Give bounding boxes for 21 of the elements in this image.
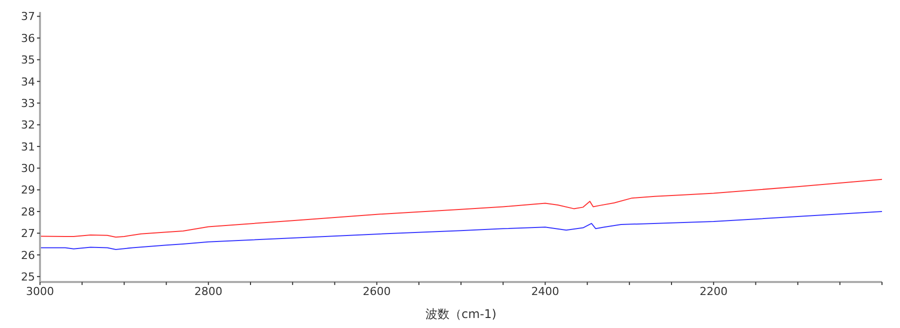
y-tick-label: 28 [21,205,35,218]
y-tick-label: 33 [21,96,35,110]
x-tick-label: 2200 [700,284,728,298]
y-tick-label: 37 [21,10,35,24]
y-tick-label: 26 [21,248,35,262]
line-series [40,211,882,250]
y-tick-label: 29 [21,184,35,197]
y-tick-label: 34 [21,75,35,88]
y-tick-label: 27 [21,227,35,240]
x-tick-label: 3000 [26,284,54,298]
x-tick-label: 2800 [194,284,222,298]
y-tick-label: 25 [21,270,35,284]
y-tick-label: 32 [21,118,35,132]
y-tick-label: 31 [21,140,35,154]
x-tick-label: 2600 [362,284,391,298]
x-axis-title: 波数（cm-1) [426,307,496,321]
line-series [40,178,882,238]
y-tick-label: 30 [21,162,35,176]
y-tick-label: 35 [21,54,35,67]
y-tick-label: 36 [21,32,35,45]
x-tick-label: 2400 [531,284,560,298]
